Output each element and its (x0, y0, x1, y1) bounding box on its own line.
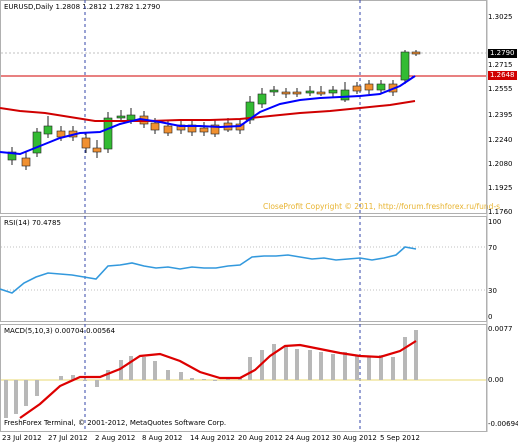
macd-histogram-bar (272, 344, 276, 380)
horizontal-line-price-tag: 1.2648 (488, 71, 517, 80)
macd-histogram-bar (59, 376, 63, 380)
macd-histogram-bar (4, 380, 8, 418)
price-tick: 1.2240 (488, 136, 513, 144)
macd-histogram-bar (308, 350, 312, 380)
date-tick: 23 Jul 2012 (2, 434, 42, 442)
candle-body (7, 151, 17, 161)
macd-histogram-bar (71, 375, 75, 380)
candle-body (328, 89, 338, 94)
date-tick: 30 Aug 2012 (332, 434, 377, 442)
rsi-tick: 100 (488, 218, 502, 226)
price-tick: 1.2080 (488, 160, 513, 168)
macd-histogram-bar (331, 354, 335, 380)
chart-copyright-text: CloseProfit Copyright © 2011, http://for… (263, 202, 501, 211)
candle-body (43, 125, 53, 135)
macd-histogram-bar (24, 380, 28, 406)
macd-histogram-bar (379, 355, 383, 380)
macd-header: MACD(5,10,3) 0.00704 0.00564 (4, 327, 116, 335)
price-tick: 1.1925 (488, 184, 513, 192)
macd-histogram-bar (190, 378, 194, 380)
candle-body (32, 131, 42, 154)
candle-body (163, 125, 173, 134)
macd-histogram-bar (202, 379, 206, 380)
macd-histogram-bar (153, 361, 157, 380)
candle-body (352, 85, 362, 92)
date-tick: 24 Aug 2012 (285, 434, 330, 442)
macd-histogram-bar (295, 349, 299, 380)
macd-histogram-bar (95, 380, 99, 387)
price-chart-pane[interactable]: EURUSD,Daily 1.2808 1.2812 1.2782 1.2790… (0, 0, 500, 214)
macd-histogram-bar (343, 352, 347, 380)
price-tick: 1.1760 (488, 208, 513, 216)
candle-body (316, 91, 326, 95)
macd-histogram-bar (142, 357, 146, 380)
candle-body (116, 115, 126, 119)
price-tick: 1.2555 (488, 85, 513, 93)
date-tick: 2 Aug 2012 (95, 434, 136, 442)
date-tick: 5 Sep 2012 (380, 434, 420, 442)
date-tick: 20 Aug 2012 (238, 434, 283, 442)
rsi-tick: 70 (488, 244, 497, 252)
rsi-line (0, 246, 417, 294)
candle-body (257, 93, 267, 105)
candle-body (281, 91, 291, 95)
macd-histogram-bar (403, 337, 407, 380)
macd-tick: 0.00 (488, 376, 504, 384)
candle-body (199, 127, 209, 133)
macd-histogram-bar (35, 380, 39, 396)
candle-body (340, 89, 350, 101)
candle-body (210, 124, 220, 135)
date-tick: 27 Jul 2012 (48, 434, 88, 442)
date-tick: 8 Aug 2012 (142, 434, 183, 442)
macd-histogram-bar (14, 380, 18, 414)
macd-histogram-bar (319, 352, 323, 380)
macd-histogram-bar (106, 370, 110, 380)
candle-body (305, 90, 315, 94)
price-tick: 1.3025 (488, 13, 513, 21)
macd-histogram-bar (367, 357, 371, 380)
terminal-copyright: FreshForex Terminal, © 2001-2012, MetaQu… (4, 419, 227, 427)
candle-body (92, 147, 102, 153)
macd-histogram-bar (119, 360, 123, 380)
rsi-indicator-pane[interactable]: RSI(14) 70.4785 (0, 216, 487, 322)
macd-histogram-bar (179, 372, 183, 380)
date-tick: 14 Aug 2012 (190, 434, 235, 442)
candle-body (269, 89, 279, 93)
macd-histogram-bar (83, 380, 87, 381)
candle-body (292, 91, 302, 95)
price-tick: 1.2715 (488, 61, 513, 69)
candle-body (364, 83, 374, 91)
macd-histogram-bar (284, 346, 288, 380)
macd-histogram-bar (248, 357, 252, 380)
candle-body (150, 122, 160, 131)
candle-body (103, 117, 113, 150)
macd-histogram-bar (391, 357, 395, 380)
price-chart-header: EURUSD,Daily 1.2808 1.2812 1.2782 1.2790 (4, 3, 161, 11)
rsi-tick: 0 (488, 313, 493, 321)
macd-histogram-bar (129, 356, 133, 380)
price-tick: 1.2395 (488, 111, 513, 119)
candle-body (21, 157, 31, 167)
candle-body (411, 51, 421, 55)
macd-signal-line (19, 340, 417, 419)
macd-histogram-bar (355, 355, 359, 380)
candle-body (400, 51, 410, 81)
rsi-header: RSI(14) 70.4785 (4, 219, 61, 227)
macd-histogram-bar (260, 350, 264, 380)
macd-tick: 0.0077 (488, 325, 513, 333)
candle-body (81, 137, 91, 149)
fast-moving-average (0, 75, 416, 156)
slow-moving-average (0, 100, 416, 122)
macd-histogram-bar (213, 380, 217, 381)
macd-tick: -0.00694 (488, 420, 518, 428)
candle-body (376, 83, 386, 91)
macd-histogram-bar (414, 330, 418, 380)
rsi-tick: 30 (488, 287, 497, 295)
candle-body (126, 114, 136, 121)
current-price-tag: 1.2790 (488, 49, 517, 58)
macd-histogram-bar (166, 370, 170, 380)
